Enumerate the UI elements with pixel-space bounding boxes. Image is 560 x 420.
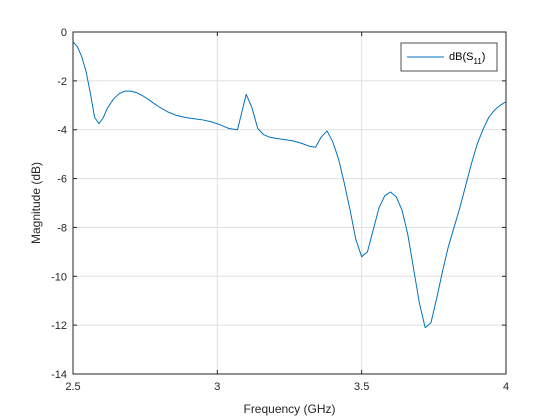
x-axis-label: Frequency (GHz) [243,402,335,416]
y-tick-label: -6 [57,174,67,186]
legend-label-tail: ) [482,51,486,63]
y-tick-label: 0 [61,27,67,39]
legend: dB(S11) [400,42,498,72]
x-tick-label: 2.5 [65,381,80,393]
y-axis-label: Magnitude (dB) [29,162,43,244]
y-tick-label: -8 [57,222,67,234]
legend-label-main: dB(S [449,51,473,63]
plot-background [73,32,506,374]
x-tick-label: 3.5 [354,381,369,393]
ticks [72,31,507,375]
legend-label-subscript: 11 [473,57,482,66]
x-tick-label: 4 [503,381,509,393]
plot-frame [72,31,507,375]
y-tick-label: -14 [51,369,67,381]
series-layer [72,41,507,329]
tick-labels: 2.5 3 3.5 4 0 -2 -4 -6 -8 -10 -12 -14 [51,27,509,393]
legend-label: dB(S11) [449,51,485,66]
y-tick-label: -12 [51,320,67,332]
y-tick-label: -10 [51,271,67,283]
y-tick-label: -4 [57,125,67,137]
y-tick-label: -2 [57,76,67,88]
series-line-dB-S11 [72,41,507,329]
x-tick-label: 3 [214,381,220,393]
